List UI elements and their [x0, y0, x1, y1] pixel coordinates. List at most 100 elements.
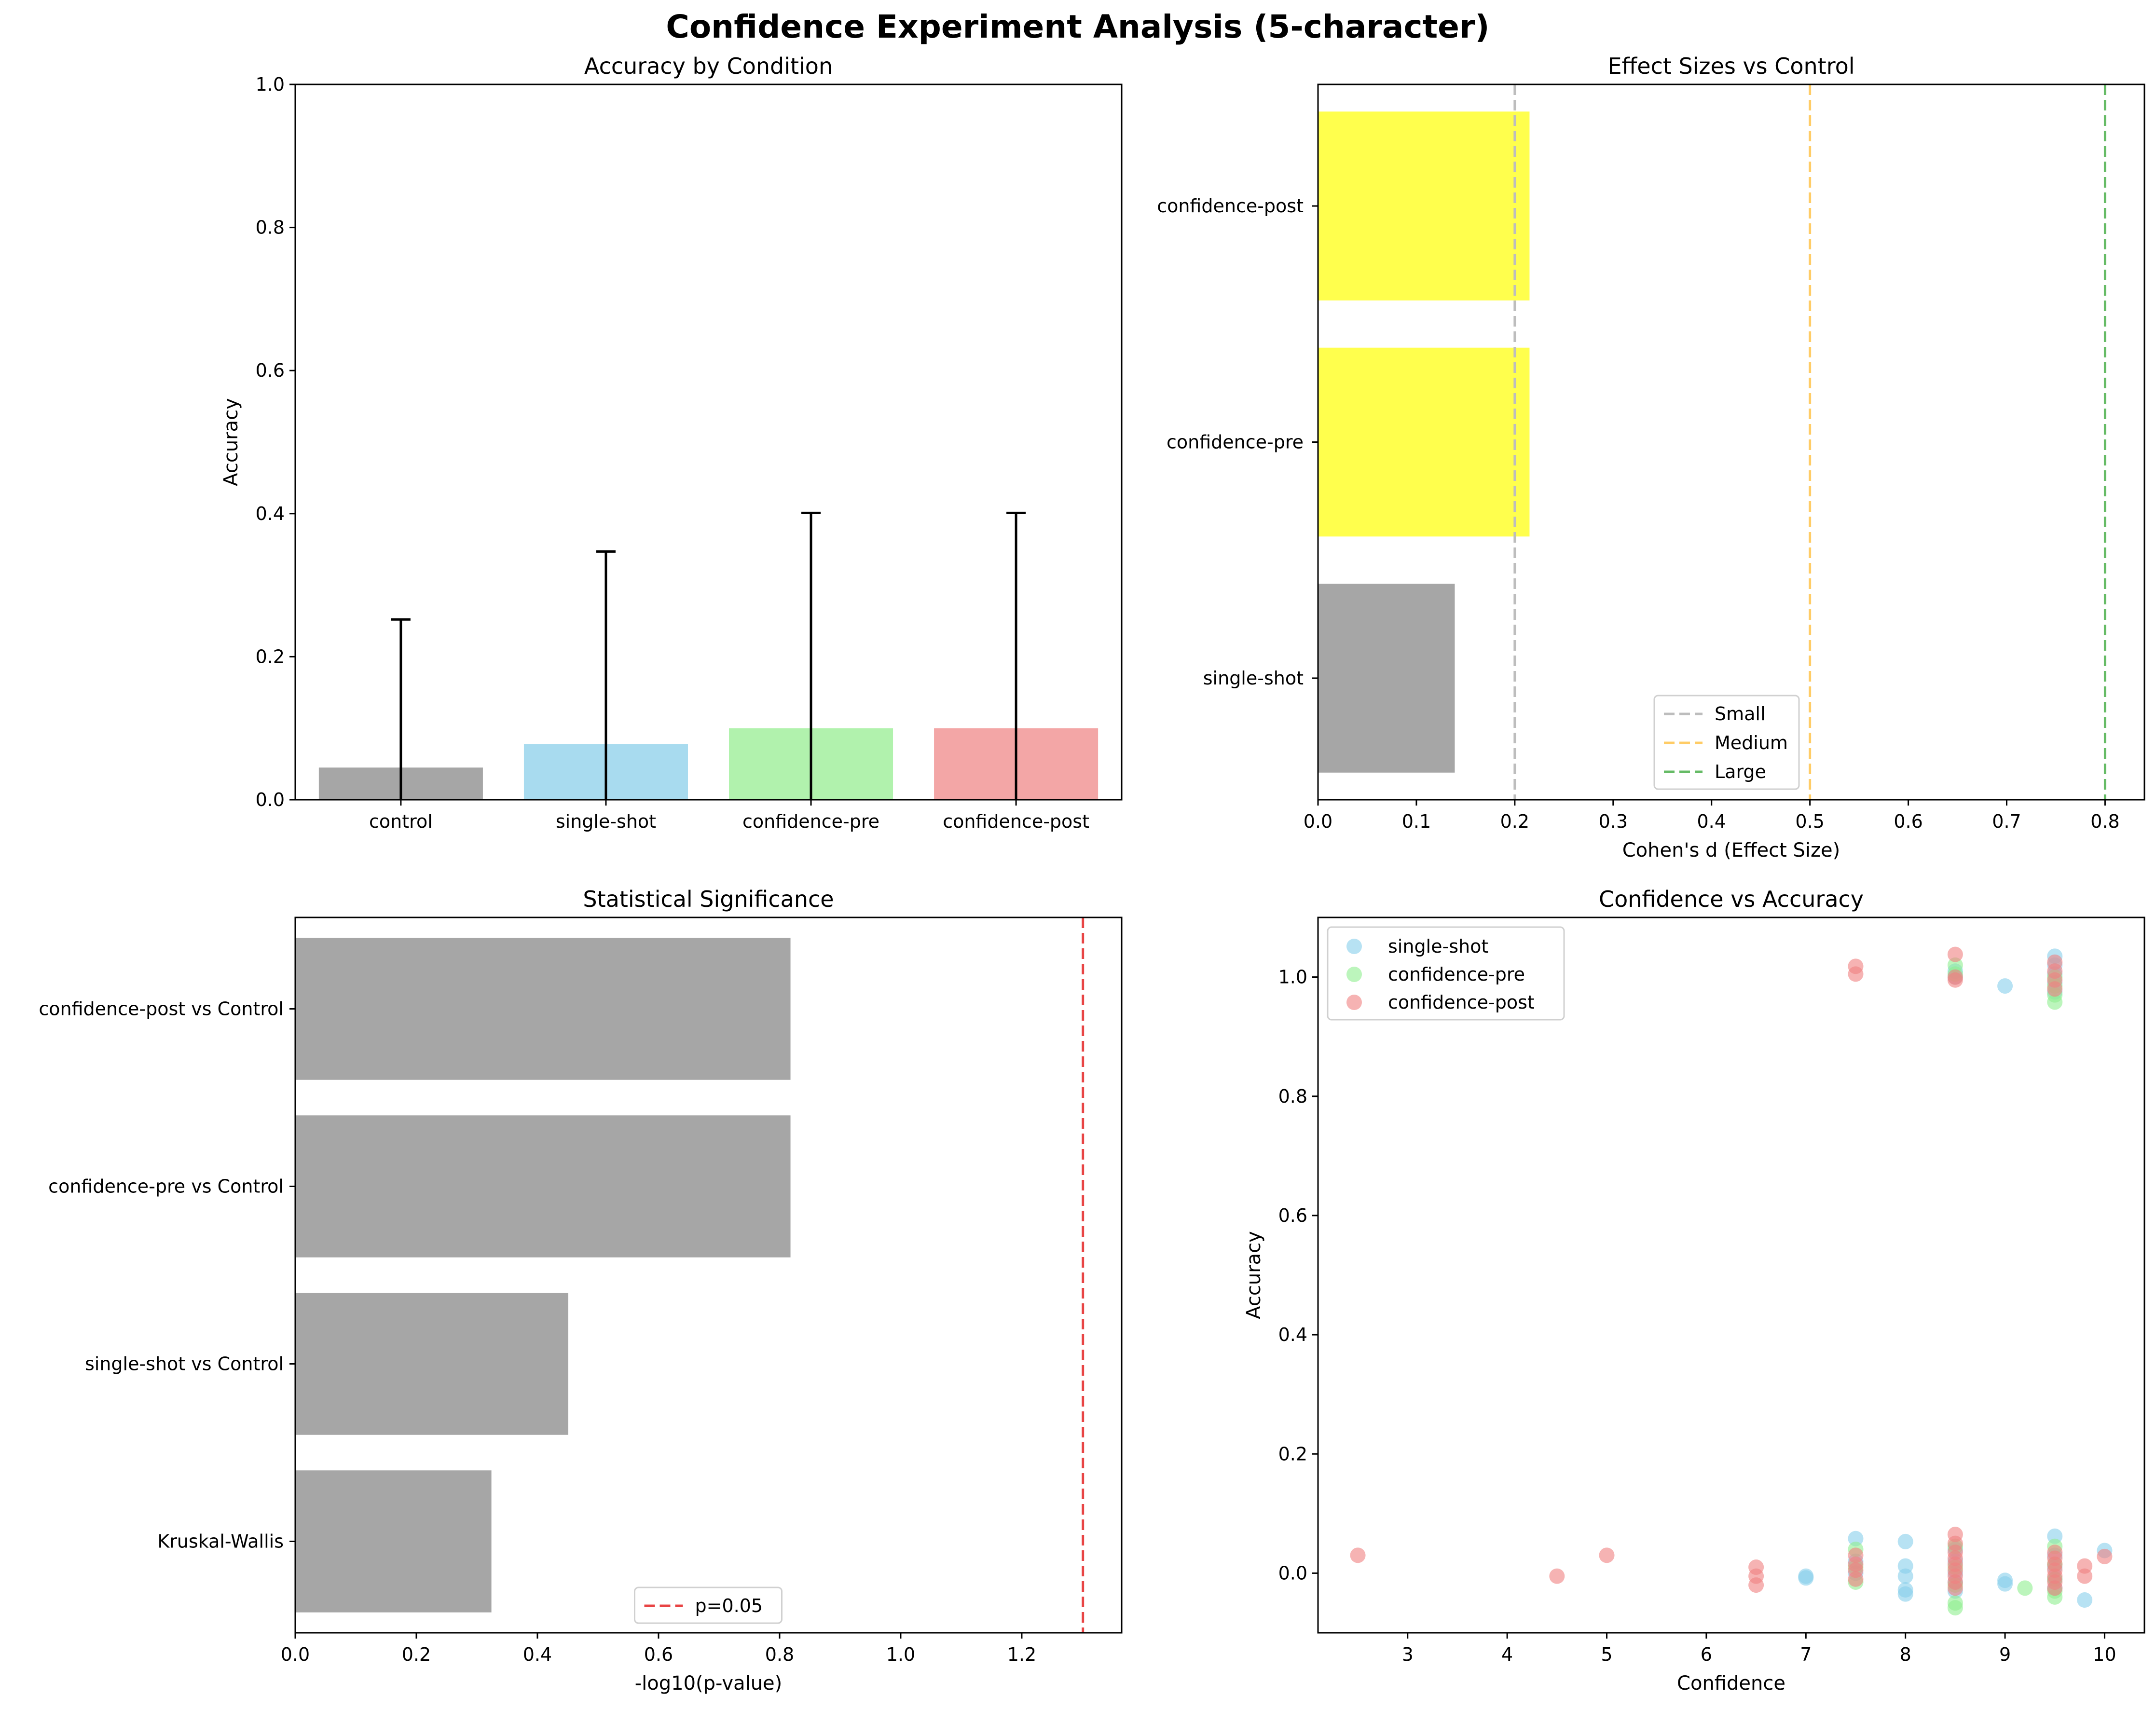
y-tick-label: single-shot vs Control: [85, 1353, 284, 1374]
bar-confidence-post-vs-control: [295, 938, 791, 1080]
legend-label: confidence-pre: [1388, 964, 1525, 985]
y-axis-label: Accuracy: [220, 398, 242, 486]
point-single-shot: [1997, 978, 2013, 994]
x-tick-label: 1.0: [886, 1644, 915, 1665]
x-tick-label: 7: [1800, 1644, 1812, 1665]
panel-title: Effect Sizes vs Control: [1607, 53, 1854, 79]
y-tick-label: 0.4: [256, 503, 285, 524]
x-tick-label: 0.0: [281, 1644, 310, 1665]
y-tick-label: Kruskal-Wallis: [157, 1531, 284, 1552]
y-tick-label: 0.0: [256, 789, 285, 810]
panel-title: Confidence vs Accuracy: [1599, 886, 1864, 912]
x-tick-label: 3: [1402, 1644, 1414, 1665]
bar-kruskal-wallis: [295, 1470, 492, 1613]
x-tick-label: 0.8: [2090, 811, 2119, 832]
y-tick-label: single-shot: [1203, 668, 1304, 689]
x-tick-label: 10: [2093, 1644, 2116, 1665]
legend-label: Medium: [1715, 732, 1788, 753]
x-tick-label: confidence-post: [943, 811, 1089, 832]
point-single-shot: [1848, 1531, 1864, 1546]
y-tick-label: 0.2: [256, 646, 285, 667]
legend-label: Small: [1715, 703, 1766, 725]
y-tick-label: 1.0: [256, 74, 285, 95]
panel-title: Accuracy by Condition: [584, 53, 833, 79]
x-tick-label: 0.1: [1402, 811, 1431, 832]
legend-swatch-confidence-post: [1346, 995, 1362, 1010]
x-tick-label: 0.4: [523, 1644, 552, 1665]
legend-box: [1327, 926, 1565, 1021]
point-confidence-pre: [1947, 1600, 1963, 1616]
point-confidence-post: [2077, 1568, 2093, 1584]
bar-confidence-post: [1318, 111, 1530, 301]
y-tick-label: 0.8: [1278, 1086, 1307, 1107]
y-axis-label: Accuracy: [1243, 1231, 1265, 1319]
point-single-shot: [1897, 1568, 1913, 1584]
y-tick-label: 0.2: [1278, 1443, 1307, 1464]
point-confidence-post: [1549, 1568, 1565, 1584]
legend-box: [1653, 695, 1800, 790]
x-tick-label: 0.4: [1697, 811, 1726, 832]
y-tick-label: 0.4: [1278, 1324, 1307, 1345]
x-tick-label: 0.8: [765, 1644, 794, 1665]
x-tick-label: 9: [1999, 1644, 2011, 1665]
y-tick-label: 1.0: [1278, 967, 1307, 988]
statistical-significance-chart: Statistical Significance Kruskal-Wallis si…: [39, 886, 1123, 1695]
figure-title: Confidence Experiment Analysis (5-charac…: [666, 8, 1489, 45]
x-tick-label: 0.7: [1992, 811, 2021, 832]
legend-label: single-shot: [1388, 936, 1488, 957]
legend-swatch-single-shot: [1346, 939, 1362, 954]
x-tick-label: 0.6: [644, 1644, 673, 1665]
plot-frame: [1317, 83, 2145, 801]
point-confidence-post: [1848, 1571, 1864, 1587]
x-tick-label: 6: [1701, 1644, 1712, 1665]
y-tick-label: confidence-pre: [1167, 432, 1304, 453]
y-tick-label: 0.6: [256, 360, 285, 381]
y-tick-label: confidence-pre vs Control: [48, 1176, 284, 1197]
confidence-vs-accuracy-chart: Confidence vs Accuracy 3 4 5 6 7 8 9 10 0.0 0.2 0.4…: [1243, 886, 2145, 1695]
x-axis-label: Cohen's d (Effect Size): [1622, 839, 1840, 861]
point-confidence-pre: [2047, 994, 2063, 1010]
point-confidence-post: [1748, 1577, 1764, 1593]
y-tick-label: confidence-post vs Control: [39, 998, 284, 1020]
legend-label: confidence-post: [1388, 992, 1535, 1013]
point-confidence-post: [2047, 1580, 2063, 1596]
plot-frame: [294, 916, 1123, 1634]
x-tick-label: 0.6: [1894, 811, 1923, 832]
accuracy-by-condition-chart: Accuracy by Condition control single-shot c…: [220, 53, 1123, 832]
bar-confidence-pre-vs-control: [295, 1115, 791, 1258]
point-confidence-post: [1848, 966, 1864, 982]
point-confidence-post: [1947, 1580, 1963, 1596]
x-tick-label: 0.2: [402, 1644, 431, 1665]
point-single-shot: [1897, 1533, 1913, 1549]
x-tick-label: 0.0: [1304, 811, 1332, 832]
x-tick-label: single-shot: [556, 811, 656, 832]
y-tick-label: 0.0: [1278, 1562, 1307, 1584]
point-single-shot: [1897, 1586, 1913, 1602]
legend-box: [634, 1586, 783, 1624]
point-confidence-post: [2047, 981, 2063, 997]
x-tick-label: 4: [1501, 1644, 1513, 1665]
point-confidence-post: [1947, 972, 1963, 988]
bar-single-shot: [1318, 584, 1455, 773]
x-tick-label: control: [369, 811, 433, 832]
x-tick-label: 8: [1900, 1644, 1911, 1665]
effect-sizes-chart: Effect Sizes vs Control single-shot confid…: [1157, 53, 2145, 861]
point-confidence-post: [2097, 1548, 2113, 1564]
legend-label: Large: [1715, 761, 1766, 782]
x-tick-label: 5: [1601, 1644, 1612, 1665]
y-tick-label: 0.6: [1278, 1205, 1307, 1226]
point-confidence-post: [1599, 1547, 1615, 1563]
x-tick-label: 0.5: [1795, 811, 1824, 832]
legend-label: p=0.05: [695, 1595, 763, 1616]
plot-frame: [294, 83, 1123, 801]
bar-single-shot-vs-control: [295, 1293, 568, 1435]
x-tick-label: confidence-pre: [742, 811, 879, 832]
x-axis-label: Confidence: [1677, 1672, 1785, 1695]
y-tick-label: confidence-post: [1157, 195, 1304, 217]
x-tick-label: 0.2: [1500, 811, 1529, 832]
plot-frame: [1317, 916, 2145, 1634]
point-single-shot: [1997, 1576, 2013, 1592]
legend-swatch-confidence-pre: [1346, 967, 1362, 982]
point-single-shot: [1798, 1570, 1814, 1586]
